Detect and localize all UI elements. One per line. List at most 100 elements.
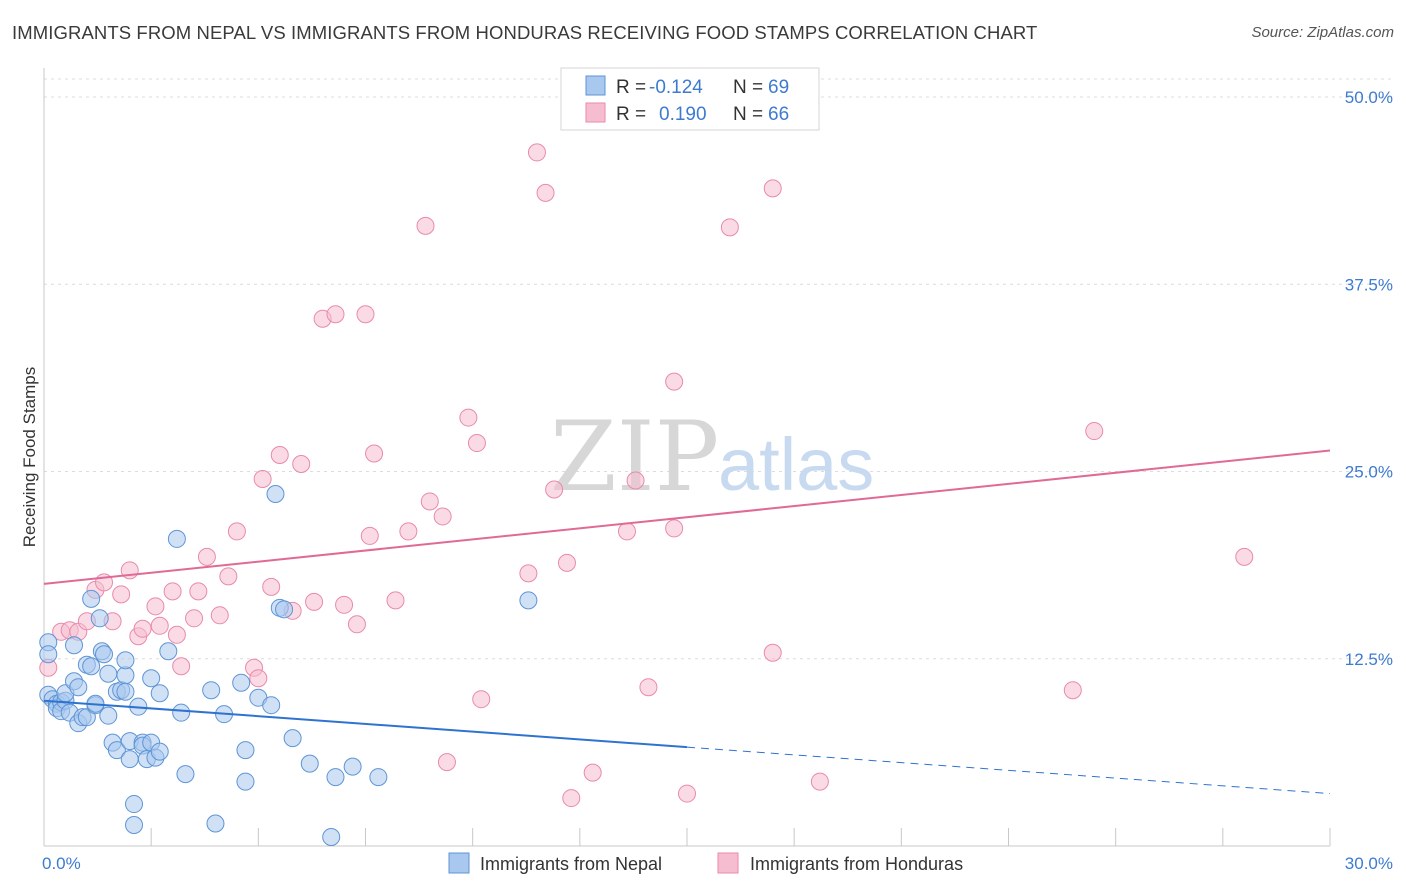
honduras-point — [253, 469, 272, 488]
honduras-point — [112, 585, 131, 604]
nepal-point — [266, 484, 285, 503]
honduras-point — [459, 408, 478, 427]
x-ticks — [43, 828, 1331, 846]
legend-n-label-nepal: N = — [733, 77, 763, 98]
honduras-point — [810, 772, 829, 791]
legend-swatch-nepal — [585, 75, 606, 96]
honduras-point — [433, 507, 452, 526]
nepal-point — [82, 589, 101, 608]
honduras-point — [399, 522, 418, 541]
nepal-point — [142, 669, 161, 688]
legend-n-value-honduras: 66 — [768, 104, 789, 125]
honduras-point — [219, 567, 238, 586]
bottom-legend-label-nepal: Immigrants from Nepal — [480, 854, 662, 874]
honduras-point — [665, 372, 684, 391]
honduras-point — [292, 455, 311, 474]
honduras-point — [185, 609, 204, 628]
nepal-point — [39, 645, 58, 664]
honduras-point — [562, 789, 581, 808]
nepal-point — [519, 591, 538, 610]
honduras-point — [249, 669, 268, 688]
honduras-point — [335, 595, 354, 614]
nepal-point — [236, 741, 255, 760]
legend-n-value-nepal: 69 — [768, 77, 789, 98]
nepal-point — [206, 814, 225, 833]
honduras-point — [665, 519, 684, 538]
honduras-point — [163, 582, 182, 601]
honduras-point — [583, 763, 602, 782]
grid-lines — [44, 78, 1392, 660]
nepal-point — [82, 657, 101, 676]
y-tick-label-0: 12.5% — [1345, 650, 1393, 669]
honduras-point — [365, 444, 384, 463]
honduras-point — [545, 480, 564, 499]
legend-r-label-nepal: R = — [616, 77, 646, 98]
nepal-points — [39, 484, 538, 847]
watermark-atlas: atlas — [718, 423, 874, 506]
honduras-point — [172, 657, 191, 676]
x-tick-labels: 0.0% 30.0% — [42, 854, 1393, 873]
honduras-point — [472, 690, 491, 709]
legend-n-label-honduras: N = — [733, 104, 763, 125]
bottom-legend-swatch-honduras — [717, 852, 739, 874]
y-tick-label-2: 37.5% — [1345, 275, 1393, 294]
bottom-legend-swatch-nepal — [448, 852, 470, 874]
nepal-point — [116, 651, 135, 670]
honduras-points — [39, 143, 1254, 808]
nepal-trend-line-extension — [686, 746, 1331, 795]
honduras-point — [720, 218, 739, 237]
y-tick-label-3: 50.0% — [1345, 88, 1393, 107]
honduras-point — [146, 597, 165, 616]
x-tick-label-0: 0.0% — [42, 854, 81, 873]
honduras-point — [356, 305, 375, 324]
trend-lines — [43, 449, 1331, 795]
y-tick-label-1: 25.0% — [1345, 463, 1393, 482]
source-label: Source: ZipAtlas.com — [1251, 24, 1394, 41]
nepal-point — [150, 742, 169, 761]
nepal-point — [343, 757, 362, 776]
honduras-point — [527, 143, 546, 162]
honduras-point — [305, 592, 324, 611]
nepal-point — [167, 529, 186, 548]
nepal-point — [116, 682, 135, 701]
nepal-point — [90, 609, 109, 628]
honduras-point — [167, 625, 186, 644]
nepal-point — [99, 664, 118, 683]
honduras-point — [536, 183, 555, 202]
nepal-point — [283, 729, 302, 748]
honduras-point — [416, 216, 435, 235]
honduras-point — [227, 522, 246, 541]
honduras-point — [557, 553, 576, 572]
nepal-point — [202, 681, 221, 700]
honduras-point — [1063, 681, 1082, 700]
honduras-point — [519, 564, 538, 583]
legend: R = -0.124 N = 69 R = 0.190 N = 66 — [560, 67, 820, 131]
nepal-point — [159, 642, 178, 661]
honduras-point — [763, 643, 782, 662]
legend-r-value-nepal: -0.124 — [649, 77, 703, 98]
nepal-point — [107, 741, 126, 760]
nepal-point — [236, 772, 255, 791]
y-axis-label: Receiving Food Stamps — [20, 367, 39, 547]
legend-swatch-honduras — [585, 102, 606, 123]
honduras-point — [262, 577, 281, 596]
honduras-point — [1235, 547, 1254, 566]
chart-title: IMMIGRANTS FROM NEPAL VS IMMIGRANTS FROM… — [12, 22, 1038, 43]
honduras-point — [1085, 422, 1104, 441]
nepal-point — [120, 750, 139, 769]
nepal-point — [172, 703, 191, 722]
honduras-point — [763, 179, 782, 198]
bottom-legend: Immigrants from Nepal Immigrants from Ho… — [448, 852, 963, 874]
nepal-point — [125, 795, 144, 814]
nepal-point — [116, 666, 135, 685]
nepal-point — [369, 768, 388, 787]
honduras-point — [420, 492, 439, 511]
honduras-point — [270, 446, 289, 465]
x-tick-label-1: 30.0% — [1345, 854, 1393, 873]
honduras-point — [347, 615, 366, 634]
honduras-point — [210, 606, 229, 625]
nepal-point — [300, 754, 319, 773]
nepal-point — [232, 673, 251, 692]
watermark-zip: ZIP — [550, 401, 719, 513]
